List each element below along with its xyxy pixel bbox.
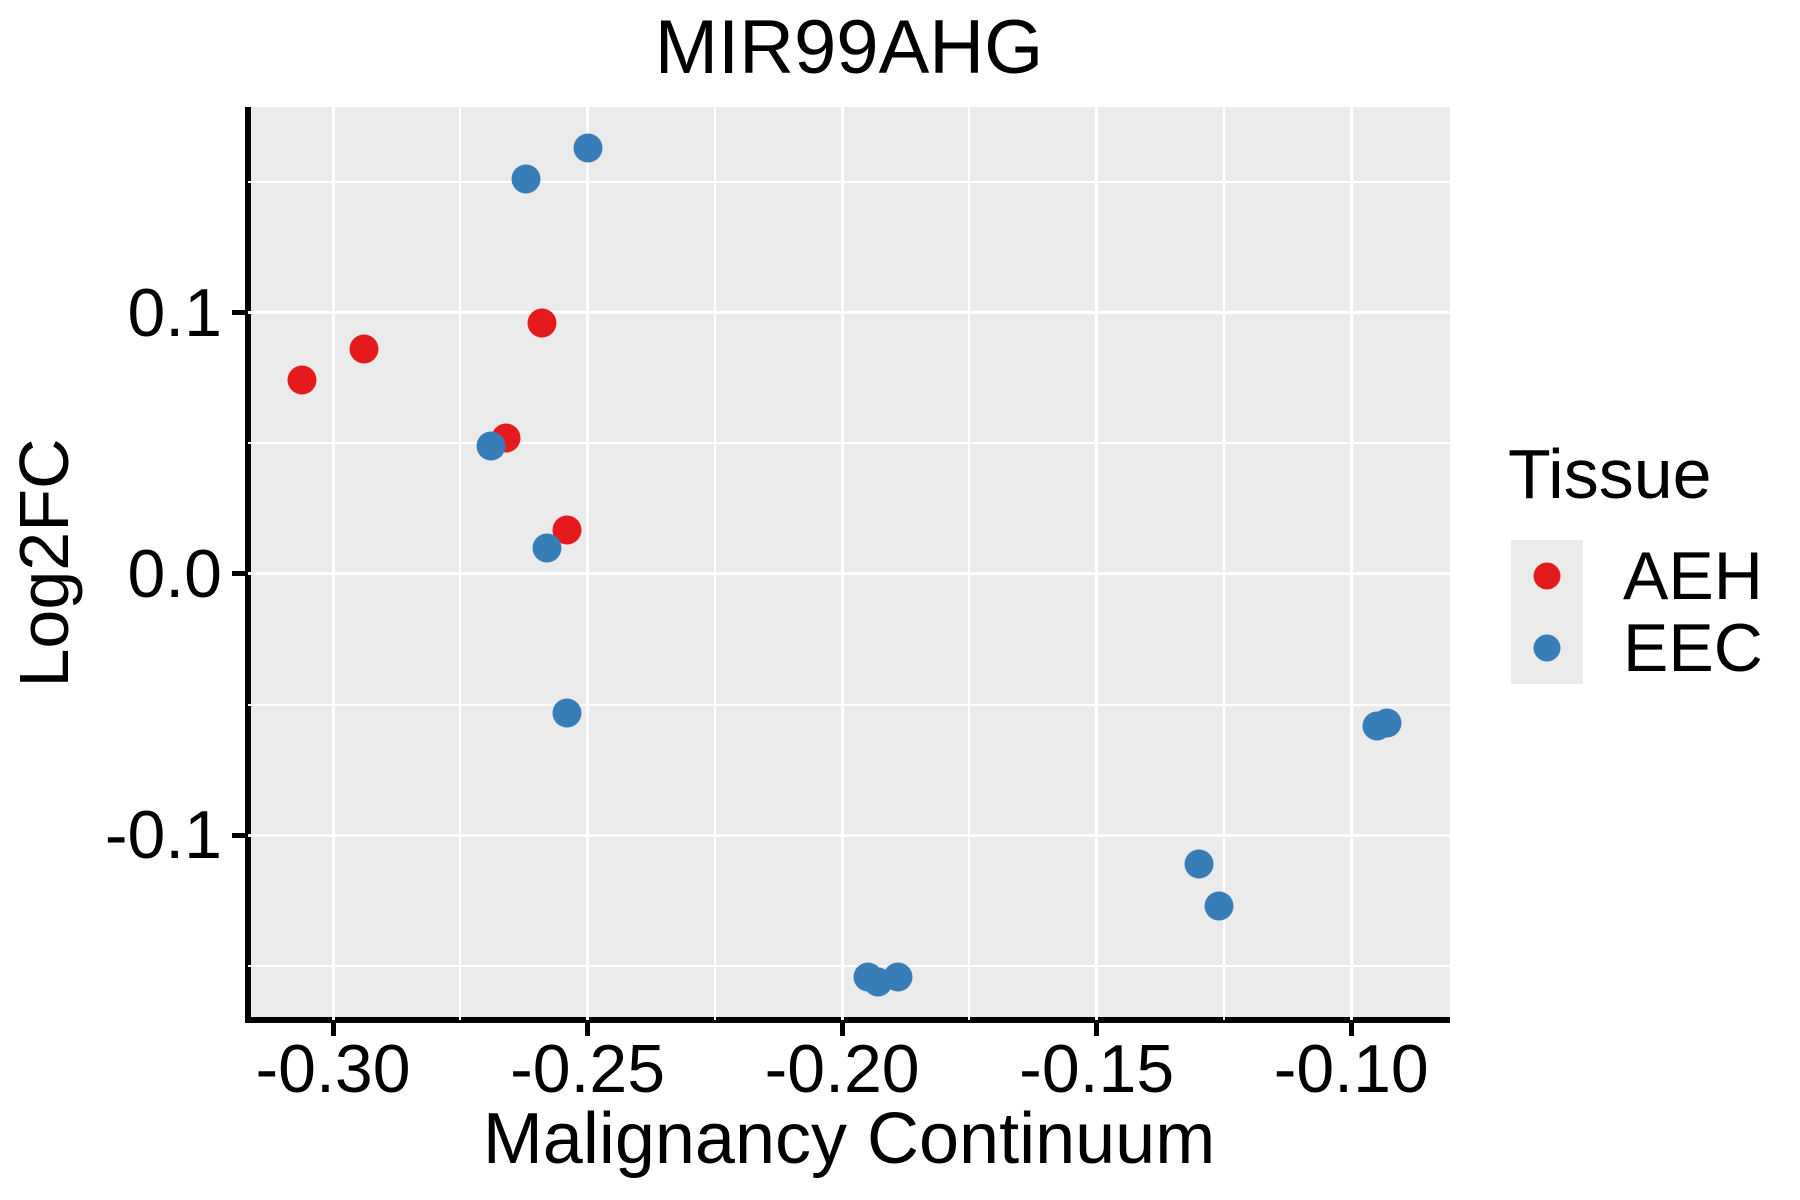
x-axis-line [245, 1017, 1450, 1023]
legend-entry-aeh: AEH [1511, 540, 1771, 612]
x-major-gridline [586, 107, 590, 1020]
y-minor-gridline [248, 703, 1450, 706]
x-tick-label: -0.20 [764, 1031, 920, 1107]
data-point-eec [511, 164, 541, 194]
data-point-eec [476, 431, 506, 461]
y-tick-mark [232, 310, 245, 315]
legend: Tissue AEH EEC [1508, 432, 1763, 684]
y-major-gridline [248, 833, 1450, 837]
y-tick-mark [232, 832, 245, 838]
x-tick-mark [839, 1023, 845, 1036]
x-major-gridline [1095, 107, 1099, 1020]
x-tick-mark [1348, 1023, 1354, 1036]
legend-title: Tissue [1508, 435, 1712, 513]
data-point-eec [1204, 891, 1234, 921]
data-point-eec [883, 962, 913, 992]
legend-key-eec [1511, 612, 1583, 684]
legend-label-eec: EEC [1623, 610, 1763, 686]
data-point-eec [552, 698, 582, 728]
data-point-eec [1184, 849, 1213, 879]
x-tick-mark [585, 1023, 591, 1036]
x-major-gridline [1349, 107, 1353, 1020]
y-tick-label: -0.1 [104, 797, 222, 874]
y-major-gridline [248, 311, 1450, 314]
legend-dot-aeh-icon [1533, 562, 1561, 590]
legend-entries: AEH EEC [1511, 540, 1771, 684]
data-point-eec [1372, 708, 1402, 738]
data-point-eec [532, 533, 562, 563]
y-axis-line [245, 107, 251, 1023]
x-tick-mark [330, 1023, 336, 1036]
y-tick-label: 0.1 [127, 274, 222, 351]
y-minor-gridline [248, 442, 1450, 445]
x-minor-gridline [968, 107, 971, 1020]
x-tick-label: -0.10 [1273, 1031, 1429, 1107]
x-major-gridline [840, 107, 844, 1020]
legend-label-aeh: AEH [1623, 538, 1763, 614]
x-minor-gridline [713, 107, 716, 1020]
data-point-eec [573, 133, 603, 163]
data-point-aeh [287, 365, 317, 395]
y-minor-gridline [248, 180, 1450, 183]
plot-panel [248, 107, 1450, 1020]
x-major-gridline [331, 107, 335, 1020]
y-tick-mark [232, 571, 245, 577]
x-tick-label: -0.30 [255, 1031, 411, 1107]
legend-key-aeh [1511, 540, 1583, 612]
data-point-aeh [527, 308, 557, 338]
y-tick-label: 0.0 [127, 535, 222, 612]
x-minor-gridline [459, 107, 462, 1020]
x-tick-label: -0.25 [510, 1031, 666, 1107]
x-minor-gridline [1222, 107, 1225, 1020]
y-major-gridline [248, 572, 1450, 576]
y-minor-gridline [248, 965, 1450, 968]
legend-entry-eec: EEC [1511, 612, 1771, 684]
legend-dot-eec-icon [1533, 634, 1561, 662]
x-tick-label: -0.15 [1019, 1031, 1175, 1107]
x-axis-title: Malignancy Continuum [482, 1099, 1216, 1179]
plot-title: MIR99AHG [654, 5, 1044, 90]
data-point-aeh [349, 334, 379, 364]
x-tick-mark [1094, 1023, 1100, 1036]
